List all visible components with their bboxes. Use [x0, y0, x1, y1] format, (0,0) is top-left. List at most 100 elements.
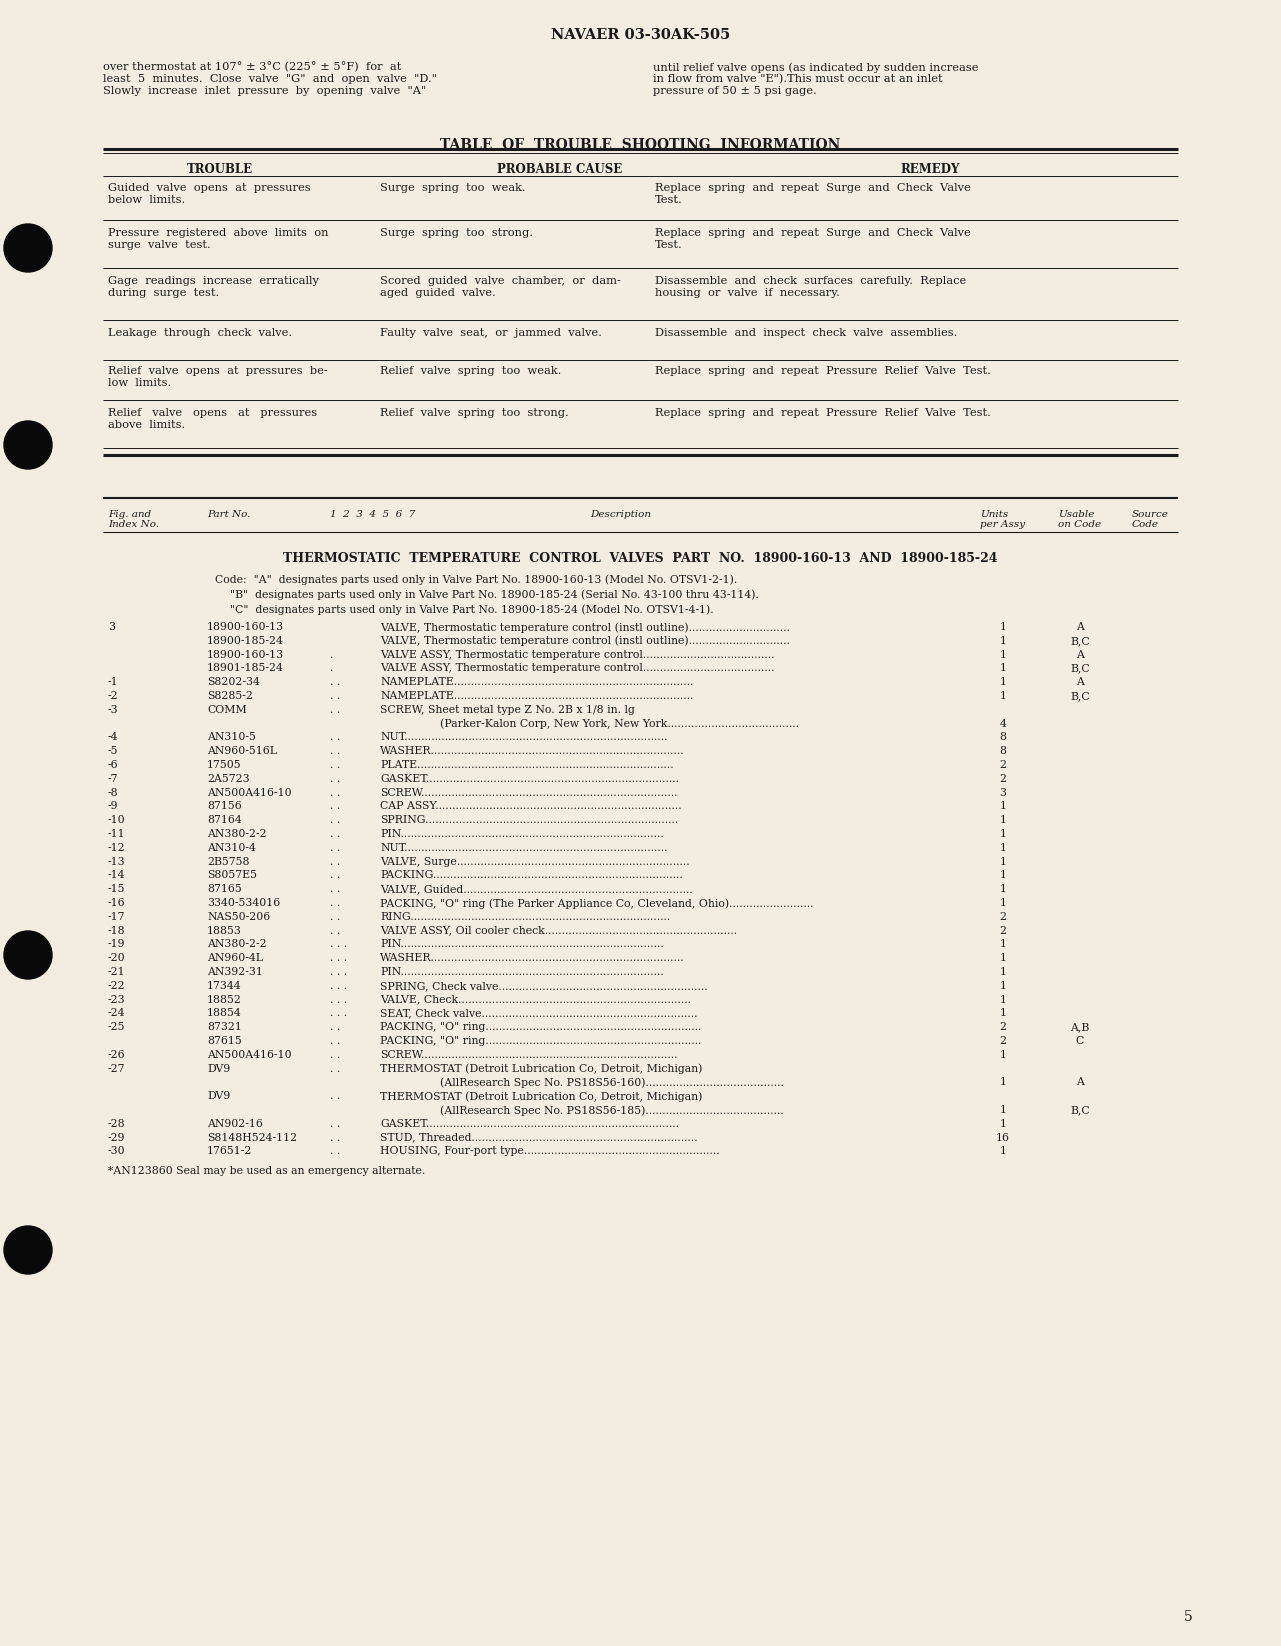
Text: until relief valve opens (as indicated by sudden increase
in flow from valve "E": until relief valve opens (as indicated b…: [653, 63, 979, 95]
Text: 1: 1: [999, 677, 1007, 686]
Text: 2: 2: [999, 1035, 1007, 1045]
Text: AN380-2-2: AN380-2-2: [208, 940, 266, 950]
Text: COMM: COMM: [208, 704, 247, 714]
Text: (AllResearch Spec No. PS18S56-185).........................................: (AllResearch Spec No. PS18S56-185)......…: [439, 1104, 784, 1116]
Text: A: A: [1076, 650, 1084, 660]
Text: -6: -6: [108, 760, 119, 770]
Text: "B"  designates parts used only in Valve Part No. 18900-185-24 (Serial No. 43-10: "B" designates parts used only in Valve …: [231, 589, 758, 599]
Text: Disassemble  and  check  surfaces  carefully.  Replace
housing  or  valve  if  n: Disassemble and check surfaces carefully…: [655, 277, 966, 298]
Text: . .: . .: [330, 774, 341, 783]
Text: WASHER..........................................................................: WASHER..................................…: [380, 746, 684, 756]
Circle shape: [4, 932, 53, 979]
Text: AN500A416-10: AN500A416-10: [208, 1050, 292, 1060]
Text: SCREW...........................................................................: SCREW...................................…: [380, 787, 678, 798]
Text: Part No.: Part No.: [208, 510, 251, 518]
Text: NUT.............................................................................: NUT.....................................…: [380, 732, 667, 742]
Text: VALVE, Thermostatic temperature control (instl outline).........................: VALVE, Thermostatic temperature control …: [380, 635, 790, 647]
Text: 2: 2: [999, 1022, 1007, 1032]
Text: 1: 1: [999, 856, 1007, 866]
Text: Scored  guided  valve  chamber,  or  dam-
aged  guided  valve.: Scored guided valve chamber, or dam- age…: [380, 277, 621, 298]
Text: 18854: 18854: [208, 1009, 242, 1019]
Text: 8: 8: [999, 732, 1007, 742]
Text: Replace  spring  and  repeat  Pressure  Relief  Valve  Test.: Replace spring and repeat Pressure Relie…: [655, 408, 991, 418]
Text: VALVE ASSY, Thermostatic temperature control....................................: VALVE ASSY, Thermostatic temperature con…: [380, 650, 775, 660]
Circle shape: [4, 1226, 53, 1274]
Text: VALVE ASSY, Oil cooler check....................................................: VALVE ASSY, Oil cooler check............…: [380, 925, 737, 935]
Text: -2: -2: [108, 691, 119, 701]
Text: A: A: [1076, 622, 1084, 632]
Text: SCREW...........................................................................: SCREW...................................…: [380, 1050, 678, 1060]
Text: PACKING, "O" ring...............................................................: PACKING, "O" ring.......................…: [380, 1022, 702, 1032]
Text: PACKING, "O" ring (The Parker Appliance Co, Cleveland, Ohio)....................: PACKING, "O" ring (The Parker Appliance …: [380, 899, 813, 909]
Text: -14: -14: [108, 871, 126, 881]
Text: Source
Code: Source Code: [1131, 510, 1168, 530]
Text: . .: . .: [330, 899, 341, 909]
Text: VALVE, Surge....................................................................: VALVE, Surge............................…: [380, 856, 689, 866]
Text: . .: . .: [330, 732, 341, 742]
Text: Surge  spring  too  weak.: Surge spring too weak.: [380, 183, 525, 193]
Text: 87165: 87165: [208, 884, 242, 894]
Text: C: C: [1076, 1035, 1084, 1045]
Text: . . .: . . .: [330, 1009, 347, 1019]
Text: Relief  valve  spring  too  strong.: Relief valve spring too strong.: [380, 408, 569, 418]
Text: THERMOSTATIC  TEMPERATURE  CONTROL  VALVES  PART  NO.  18900-160-13  AND  18900-: THERMOSTATIC TEMPERATURE CONTROL VALVES …: [283, 551, 998, 565]
Text: AN960-4L: AN960-4L: [208, 953, 263, 963]
Text: PACKING, "O" ring...............................................................: PACKING, "O" ring.......................…: [380, 1035, 702, 1045]
Text: GASKET..........................................................................: GASKET..................................…: [380, 774, 679, 783]
Text: 5: 5: [1184, 1610, 1193, 1625]
Text: GASKET..........................................................................: GASKET..................................…: [380, 1119, 679, 1129]
Text: . .: . .: [330, 830, 341, 839]
Text: Usable
on Code: Usable on Code: [1058, 510, 1102, 530]
Text: -29: -29: [108, 1132, 126, 1142]
Text: 17651-2: 17651-2: [208, 1146, 252, 1157]
Text: . .: . .: [330, 1132, 341, 1142]
Text: 18900-160-13: 18900-160-13: [208, 650, 284, 660]
Text: -1: -1: [108, 677, 119, 686]
Text: 2: 2: [999, 925, 1007, 935]
Text: 87321: 87321: [208, 1022, 242, 1032]
Text: . .: . .: [330, 1119, 341, 1129]
Text: -7: -7: [108, 774, 119, 783]
Text: 1: 1: [999, 1119, 1007, 1129]
Text: . .: . .: [330, 1022, 341, 1032]
Text: 1: 1: [999, 691, 1007, 701]
Text: SEAT, Check valve...............................................................: SEAT, Check valve.......................…: [380, 1009, 697, 1019]
Text: TROUBLE: TROUBLE: [187, 163, 254, 176]
Text: -30: -30: [108, 1146, 126, 1157]
Text: NAS50-206: NAS50-206: [208, 912, 270, 922]
Text: . .: . .: [330, 1035, 341, 1045]
Text: . .: . .: [330, 925, 341, 935]
Text: -17: -17: [108, 912, 126, 922]
Text: -16: -16: [108, 899, 126, 909]
Text: .: .: [330, 650, 333, 660]
Text: 2B5758: 2B5758: [208, 856, 250, 866]
Text: S8285-2: S8285-2: [208, 691, 252, 701]
Text: 1: 1: [999, 1146, 1007, 1157]
Text: . .: . .: [330, 815, 341, 825]
Text: 1: 1: [999, 663, 1007, 673]
Text: 1: 1: [999, 981, 1007, 991]
Text: . .: . .: [330, 746, 341, 756]
Text: PIN.............................................................................: PIN.....................................…: [380, 940, 664, 950]
Text: VALVE ASSY, Thermostatic temperature control....................................: VALVE ASSY, Thermostatic temperature con…: [380, 663, 775, 673]
Text: -19: -19: [108, 940, 126, 950]
Text: *AN123860 Seal may be used as an emergency alternate.: *AN123860 Seal may be used as an emergen…: [108, 1167, 425, 1177]
Text: 1: 1: [999, 940, 1007, 950]
Text: RING............................................................................: RING....................................…: [380, 912, 670, 922]
Text: CAP ASSY........................................................................: CAP ASSY................................…: [380, 802, 681, 811]
Text: 18852: 18852: [208, 994, 242, 1004]
Text: PROBABLE CAUSE: PROBABLE CAUSE: [497, 163, 623, 176]
Text: AN392-31: AN392-31: [208, 966, 263, 978]
Text: 18853: 18853: [208, 925, 242, 935]
Text: B,C: B,C: [1070, 1104, 1090, 1114]
Text: . .: . .: [330, 856, 341, 866]
Text: -9: -9: [108, 802, 119, 811]
Text: 2: 2: [999, 912, 1007, 922]
Text: . .: . .: [330, 912, 341, 922]
Text: -15: -15: [108, 884, 126, 894]
Text: PLATE...........................................................................: PLATE...................................…: [380, 760, 674, 770]
Text: WASHER..........................................................................: WASHER..................................…: [380, 953, 684, 963]
Text: . . .: . . .: [330, 981, 347, 991]
Text: Faulty  valve  seat,  or  jammed  valve.: Faulty valve seat, or jammed valve.: [380, 328, 602, 337]
Text: Fig. and
Index No.: Fig. and Index No.: [108, 510, 159, 530]
